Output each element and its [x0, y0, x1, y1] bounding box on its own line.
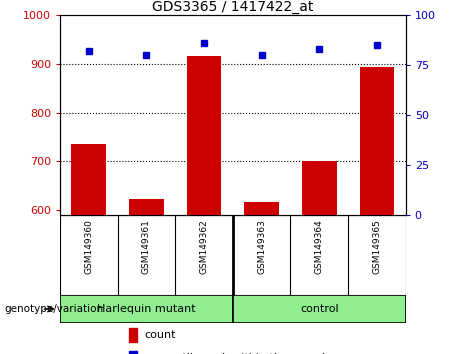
Text: genotype/variation: genotype/variation: [5, 304, 104, 314]
Text: GSM149360: GSM149360: [84, 219, 93, 274]
Text: GSM149362: GSM149362: [200, 219, 208, 274]
Text: percentile rank within the sample: percentile rank within the sample: [144, 353, 332, 354]
Bar: [302, 161, 337, 215]
Text: GSM149361: GSM149361: [142, 219, 151, 274]
Bar: [129, 329, 137, 342]
Bar: [233, 295, 406, 323]
Bar: [244, 202, 279, 215]
Bar: [187, 56, 221, 215]
Text: Harlequin mutant: Harlequin mutant: [97, 304, 195, 314]
Title: GDS3365 / 1417422_at: GDS3365 / 1417422_at: [152, 0, 313, 14]
Text: GSM149364: GSM149364: [315, 219, 324, 274]
Bar: [71, 144, 106, 215]
Bar: [360, 67, 394, 215]
Text: GSM149365: GSM149365: [372, 219, 381, 274]
Bar: [129, 351, 137, 354]
Bar: [60, 295, 233, 323]
Text: control: control: [300, 304, 338, 314]
Text: count: count: [144, 330, 176, 340]
Text: GSM149363: GSM149363: [257, 219, 266, 274]
Bar: [129, 199, 164, 215]
